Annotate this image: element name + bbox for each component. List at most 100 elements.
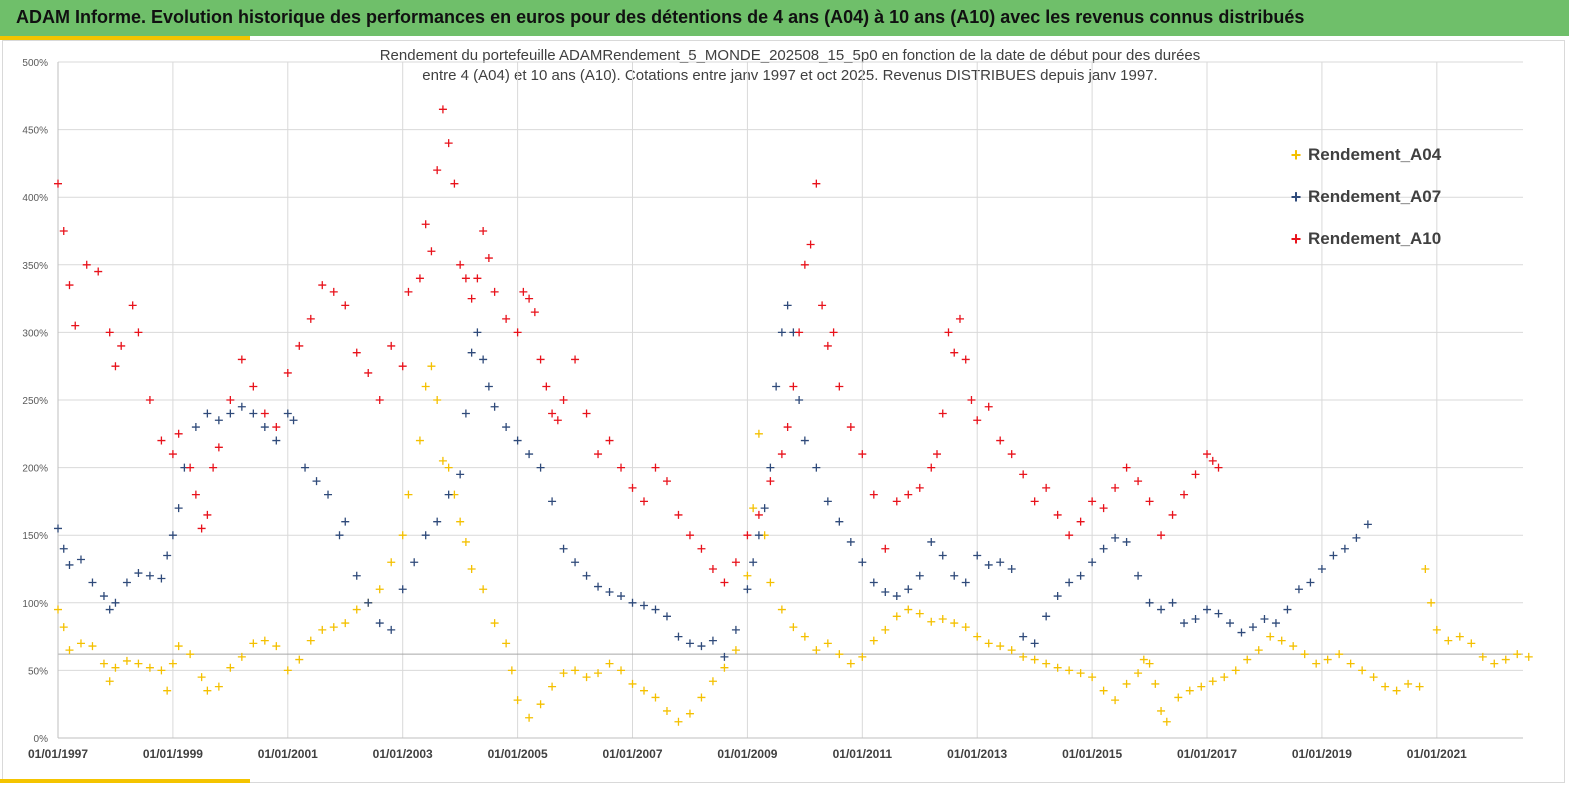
data-point [915,483,924,492]
data-point [519,287,528,296]
data-point [145,396,154,404]
data-point [789,623,798,632]
data-point [421,220,430,229]
data-point [548,497,557,506]
data-point [1260,615,1269,624]
data-point [111,362,120,371]
data-point [456,517,465,526]
data-point [157,436,166,445]
data-point [203,686,212,695]
data-point [973,416,982,425]
data-point [777,605,786,614]
data-point [105,605,114,614]
data-point [375,396,384,404]
data-point [996,558,1005,567]
data-point [479,585,488,594]
data-point [226,663,235,672]
data-point [105,328,114,337]
data-point [812,463,821,472]
data-point [1283,605,1292,614]
data-point [415,274,424,283]
data-point [283,409,292,418]
x-axis-ticks: 01/01/1997 01/01/1999 01/01/2001 01/01/2003… [28,747,1467,761]
legend-item-a04: + Rendement_A04 [1288,134,1441,176]
data-point [438,105,447,114]
data-point [1157,531,1166,540]
data-point [961,578,970,587]
data-point [731,646,740,655]
grid-lines [57,61,1523,739]
data-point [662,612,671,621]
data-point [743,585,752,594]
data-point [1099,544,1108,553]
data-point [260,409,269,418]
x-tick-label: 01/01/2021 [1407,747,1467,761]
data-point [410,558,419,567]
data-point [272,436,281,445]
data-point [559,544,568,553]
data-point [283,666,292,675]
data-point [1335,650,1344,659]
data-point [1088,497,1097,506]
data-point [1030,655,1039,664]
data-point [65,281,74,290]
data-point [387,625,396,634]
data-point [1358,666,1367,675]
data-point [640,686,648,695]
data-point [398,585,407,594]
data-point [1088,558,1097,567]
data-point [473,328,482,337]
data-point [754,531,763,540]
data-point [364,368,373,377]
data-point [967,396,976,404]
data-point [237,355,246,364]
data-point [697,693,706,702]
data-point [54,524,62,533]
data-point [617,666,626,675]
data-point [754,510,763,519]
y-tick-label: 200% [22,464,48,475]
data-point [904,490,913,499]
legend-marker-a10: + [1290,228,1302,249]
data-point [421,531,430,540]
data-point [812,646,821,655]
y-tick-label: 0% [34,734,49,745]
data-point [628,483,637,492]
data-point [525,294,534,303]
data-point [536,463,545,472]
data-point [1053,592,1062,601]
data-point [1444,636,1453,645]
data-point [507,666,516,675]
x-tick-label: 01/01/2003 [373,747,433,761]
y-tick-label: 100% [22,599,48,610]
data-point [421,382,430,391]
data-point [892,497,901,506]
data-point [685,709,694,718]
data-point [1168,510,1177,519]
data-point [881,625,890,634]
data-point [1317,565,1326,573]
data-point [214,682,223,691]
data-point [157,666,166,675]
data-point [858,450,867,459]
data-point [1248,623,1257,632]
data-point [99,592,108,601]
data-point [582,673,591,682]
data-point [1007,565,1016,573]
data-point [1042,659,1051,668]
data-point [984,560,993,569]
data-point [1329,551,1338,560]
data-point [542,382,551,391]
data-point [1478,652,1487,661]
data-point [594,582,603,591]
data-point [404,287,413,296]
x-tick-label: 01/01/2015 [1062,747,1122,761]
data-point [1289,642,1298,651]
data-point [1099,686,1108,695]
data-point [76,555,85,564]
data-point [289,416,298,425]
data-point [301,463,310,472]
bottom-accent-bar [0,779,250,783]
data-point [214,443,223,452]
data-point [502,314,511,323]
